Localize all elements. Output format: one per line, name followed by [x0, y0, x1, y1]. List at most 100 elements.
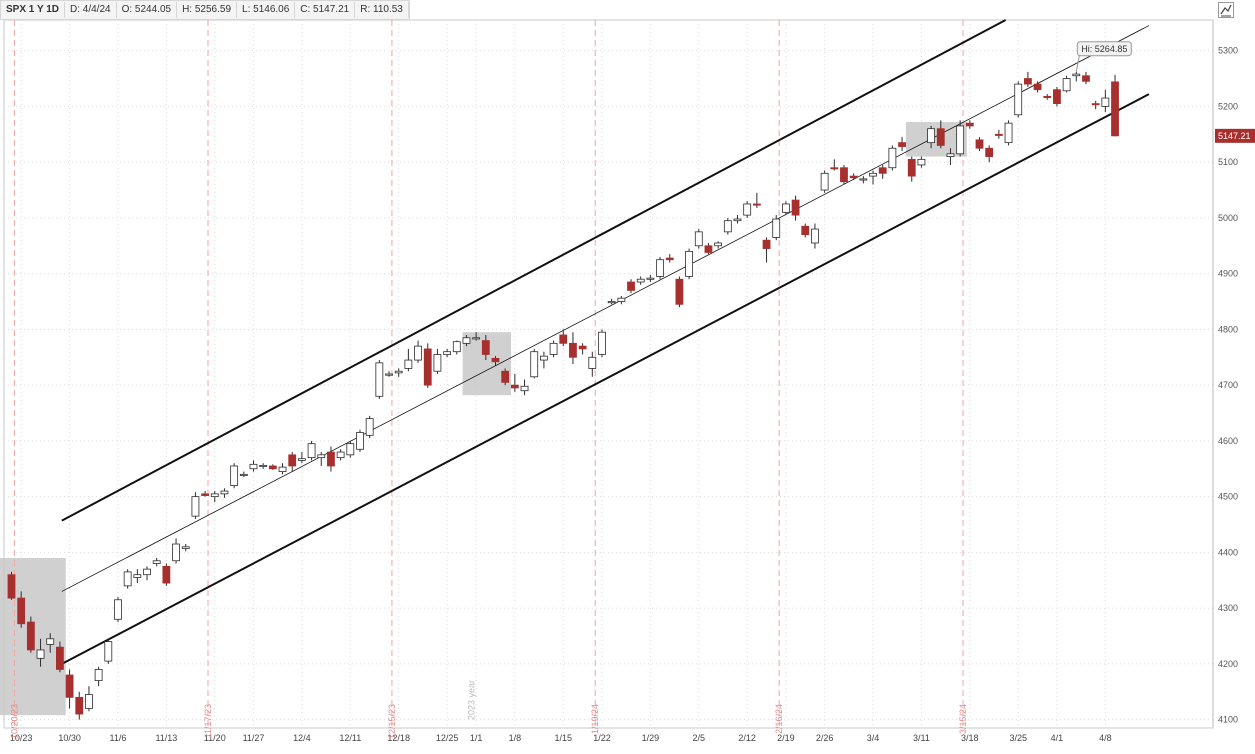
candle-up[interactable] [375, 362, 384, 397]
candle-up[interactable] [520, 385, 529, 392]
candle-up[interactable] [394, 370, 403, 374]
candle-down[interactable] [840, 167, 848, 183]
candle-up[interactable] [452, 341, 461, 353]
candle-up[interactable] [123, 571, 132, 587]
candle-up[interactable] [249, 463, 258, 470]
candle-down[interactable] [878, 167, 887, 174]
candle-down[interactable] [849, 175, 858, 179]
candle-down[interactable] [898, 142, 906, 147]
candle-down[interactable] [994, 133, 1003, 136]
candle-down[interactable] [965, 122, 974, 127]
candle-down[interactable] [704, 245, 713, 253]
candle-down[interactable] [201, 493, 210, 496]
candle-down[interactable] [1091, 103, 1100, 106]
candle-down[interactable] [481, 340, 490, 355]
candle-up[interactable] [472, 337, 481, 340]
candle-down[interactable] [975, 139, 984, 149]
candle-down[interactable] [752, 203, 761, 206]
candle-up[interactable] [859, 178, 868, 181]
candle-down[interactable] [56, 646, 64, 670]
candle-down[interactable] [501, 370, 510, 383]
candle-up[interactable] [278, 466, 287, 472]
candle-up[interactable] [530, 351, 539, 378]
candle-up[interactable] [220, 490, 229, 495]
candle-up[interactable] [772, 218, 781, 238]
candle-up[interactable] [646, 277, 655, 280]
candle-down[interactable] [936, 128, 945, 146]
candle-down[interactable] [491, 357, 500, 363]
candle-up[interactable] [743, 203, 752, 216]
candle-down[interactable] [75, 696, 84, 715]
candle-up[interactable] [636, 278, 645, 283]
candle-down[interactable] [268, 465, 277, 470]
candle-up[interactable] [36, 649, 45, 659]
candle-down[interactable] [791, 199, 800, 216]
candle-down[interactable] [675, 278, 684, 305]
candle-down[interactable] [1043, 95, 1052, 98]
candle-up[interactable] [336, 451, 345, 459]
candle-up[interactable] [365, 418, 374, 436]
candle-down[interactable] [762, 239, 771, 249]
candle-down[interactable] [1111, 81, 1119, 137]
candle-up[interactable] [927, 128, 935, 144]
candle-up[interactable] [433, 354, 442, 372]
candle-down[interactable] [578, 345, 587, 350]
candle-up[interactable] [191, 496, 200, 517]
candle-up[interactable] [820, 172, 829, 191]
candle-up[interactable] [723, 220, 732, 233]
candle-down[interactable] [1033, 83, 1042, 91]
candle-down[interactable] [801, 225, 810, 236]
candle-up[interactable] [114, 599, 122, 620]
candle-up[interactable] [811, 228, 819, 244]
candle-down[interactable] [65, 674, 74, 698]
candle-up[interactable] [656, 259, 664, 277]
candle-up[interactable] [259, 465, 268, 468]
candle-up[interactable] [540, 355, 548, 361]
candle-up[interactable] [181, 546, 190, 549]
candle-up[interactable] [588, 356, 597, 369]
candle-up[interactable] [94, 669, 103, 682]
candle-down[interactable] [162, 565, 171, 584]
candle-down[interactable] [569, 342, 577, 358]
zigzag-zoom-icon[interactable] [1218, 2, 1234, 18]
candle-up[interactable] [152, 560, 161, 564]
candle-up[interactable] [307, 443, 316, 459]
candle-up[interactable] [346, 443, 355, 456]
symbol-label[interactable]: SPX 1 Y 1D [1, 2, 65, 18]
candle-down[interactable] [7, 574, 16, 599]
candle-up[interactable] [210, 493, 219, 498]
candle-down[interactable] [665, 257, 674, 261]
candle-down[interactable] [830, 167, 839, 170]
candle-up[interactable] [549, 342, 558, 355]
candle-up[interactable] [956, 125, 965, 155]
candle-down[interactable] [627, 281, 635, 291]
candle-up[interactable] [782, 203, 790, 213]
candle-up[interactable] [104, 641, 113, 662]
candle-up[interactable] [230, 465, 239, 486]
candle-up[interactable] [694, 231, 703, 247]
candle-down[interactable] [288, 454, 297, 467]
candle-down[interactable] [327, 451, 335, 467]
candle-up[interactable] [1014, 83, 1023, 116]
candle-up[interactable] [598, 331, 606, 355]
candle-up[interactable] [143, 568, 151, 576]
candle-up[interactable] [1004, 122, 1013, 144]
candle-up[interactable] [1101, 97, 1110, 107]
candle-up[interactable] [239, 473, 248, 476]
candle-up[interactable] [917, 158, 926, 166]
candle-down[interactable] [907, 158, 916, 177]
candle-up[interactable] [356, 432, 364, 450]
candle-up[interactable] [172, 543, 180, 562]
candle-down[interactable] [559, 334, 568, 344]
candle-down[interactable] [17, 597, 26, 625]
candle-up[interactable] [733, 218, 742, 222]
candle-up[interactable] [46, 638, 55, 645]
candle-down[interactable] [985, 147, 994, 157]
candle-up[interactable] [1072, 73, 1081, 77]
candle-up[interactable] [617, 297, 626, 302]
candle-up[interactable] [414, 345, 422, 361]
candle-down[interactable] [510, 384, 519, 389]
candle-up[interactable] [869, 172, 877, 177]
candle-up[interactable] [1062, 78, 1071, 92]
